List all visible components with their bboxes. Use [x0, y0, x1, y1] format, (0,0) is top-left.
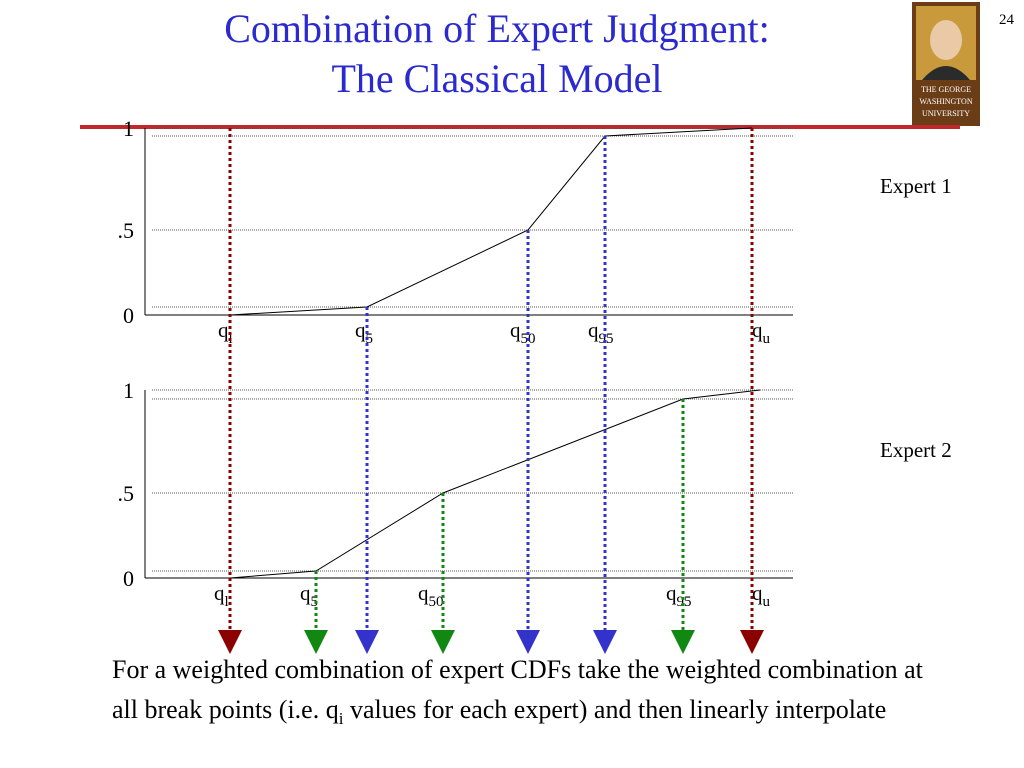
quantile-base: q — [752, 581, 763, 605]
quantile-label: q50 — [510, 318, 536, 347]
quantile-base: q — [752, 318, 763, 342]
quantile-label: q95 — [666, 581, 692, 610]
quantile-sub: 5 — [366, 331, 374, 347]
logo-text: THE GEORGE — [921, 85, 971, 94]
logo: THE GEORGE WASHINGTON UNIVERSITY — [912, 2, 980, 126]
portrait-coat — [922, 66, 970, 80]
y-label: .5 — [118, 218, 135, 243]
y-label: 1 — [123, 116, 134, 141]
quantile-sub: 50 — [429, 594, 444, 610]
quantile-base: q — [510, 318, 521, 342]
quantile-label: q50 — [418, 581, 444, 610]
quantile-base: q — [666, 581, 677, 605]
quantile-label: q5 — [355, 318, 373, 347]
quantile-sub: u — [763, 331, 771, 347]
y-label: 1 — [123, 378, 134, 403]
expert-label: Expert 1 — [880, 174, 952, 198]
logo-text: WASHINGTON — [919, 97, 972, 106]
caption-sub: i — [338, 709, 344, 729]
cdf-line — [229, 389, 761, 579]
quantile-label: q5 — [300, 581, 318, 610]
quantile-base: q — [588, 318, 599, 342]
quantile-base: q — [214, 581, 225, 605]
quantile-base: q — [418, 581, 429, 605]
y-label: 0 — [123, 566, 134, 591]
cdf-line — [229, 127, 753, 316]
portrait-face — [930, 20, 962, 60]
quantile-label: ql — [214, 581, 229, 610]
caption-text: values for each expert) and then linearl… — [343, 695, 887, 724]
caption: For a weighted combination of expert CDF… — [112, 650, 932, 739]
quantile-sub: 5 — [311, 594, 319, 610]
quantile-sub: u — [763, 594, 771, 610]
title-line: Combination of Expert Judgment: — [224, 6, 770, 51]
expert-label: Expert 2 — [880, 438, 952, 462]
quantile-label: qu — [752, 581, 771, 610]
quantile-label: q95 — [588, 318, 614, 347]
quantile-base: q — [218, 318, 229, 342]
quantile-label: qu — [752, 318, 771, 347]
y-label: 0 — [123, 303, 134, 328]
title-line: The Classical Model — [331, 56, 662, 101]
page-number: 24 — [999, 12, 1015, 28]
quantile-sub: l — [225, 594, 229, 610]
quantile-base: q — [300, 581, 311, 605]
quantile-base: q — [355, 318, 366, 342]
y-label: .5 — [118, 481, 135, 506]
caption-text: For a weighted combination of expert CDF… — [112, 655, 923, 724]
quantile-sub: 95 — [599, 331, 614, 347]
logo-text: UNIVERSITY — [922, 109, 970, 118]
quantile-sub: 95 — [677, 594, 692, 610]
